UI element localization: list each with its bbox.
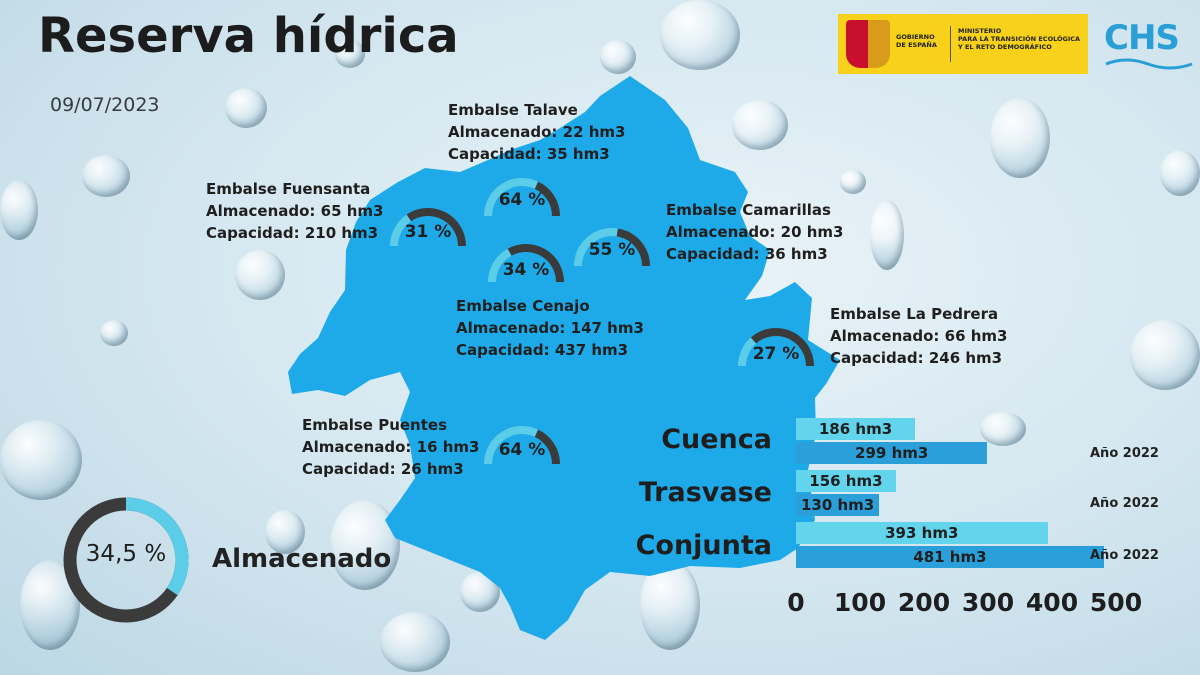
reservoir-la-pedrera: Embalse La Pedrera Almacenado: 66 hm3 Ca… — [830, 303, 1007, 369]
year-label: Año 2022 — [1090, 446, 1159, 461]
gauge-percent: 64 % — [498, 190, 546, 210]
logo-divider — [950, 26, 951, 62]
reservoir-talave: Embalse Talave Almacenado: 22 hm3 Capaci… — [448, 99, 625, 165]
reservoir-stored: Almacenado: 22 hm3 — [448, 123, 626, 141]
chs-wave-icon — [1105, 58, 1193, 70]
total-ring-gauge — [63, 497, 189, 623]
reservoir-stored: Almacenado: 147 hm3 — [456, 319, 644, 337]
gauge-percent: 64 % — [498, 440, 546, 460]
x-tick-label: 200 — [897, 588, 951, 617]
reservoir-capacity: Capacidad: 437 hm3 — [456, 341, 629, 359]
reservoir-puentes: Embalse Puentes Almacenado: 16 hm3 Capac… — [302, 414, 479, 480]
x-tick-label: 500 — [1089, 588, 1143, 617]
year-label: Año 2022 — [1090, 496, 1159, 511]
bar: 186 hm3 — [796, 418, 916, 440]
bar: 393 hm3 — [796, 522, 1048, 544]
basin-map-shape — [288, 76, 840, 640]
gauge-rest-arc — [750, 328, 814, 367]
reservoir-capacity: Capacidad: 35 hm3 — [448, 145, 610, 163]
page-title: Reserva hídrica — [38, 8, 459, 64]
year-label: Año 2022 — [1090, 548, 1159, 563]
gauge-fill-arc — [484, 426, 539, 465]
reservoir-stored: Almacenado: 66 hm3 — [830, 327, 1008, 345]
gauge-rest-arc — [534, 181, 560, 217]
x-tick-label: 0 — [787, 588, 805, 617]
gauge-percent: 34 % — [502, 260, 550, 280]
reservoir-capacity: Capacidad: 246 hm3 — [830, 349, 1003, 367]
x-tick-label: 100 — [833, 588, 887, 617]
bar: 156 hm3 — [796, 470, 896, 492]
reservoir-capacity: Capacidad: 26 hm3 — [302, 460, 464, 478]
total-label: Almacenado — [212, 544, 392, 574]
reservoir-fuensanta: Embalse Fuensanta Almacenado: 65 hm3 Cap… — [206, 178, 383, 244]
gauge-arc — [574, 228, 650, 267]
reservoir-stored: Almacenado: 65 hm3 — [206, 202, 384, 220]
chs-logo: CHS — [1104, 18, 1180, 58]
category-label: Conjunta — [635, 530, 772, 561]
category-label: Trasvase — [638, 477, 772, 508]
gauge-arc — [390, 208, 466, 247]
gauge-percent: 31 % — [404, 222, 452, 242]
reservoir-name: Embalse Fuensanta — [206, 180, 371, 198]
total-percent: 34,5 % — [85, 541, 167, 567]
reservoir-name: Embalse La Pedrera — [830, 305, 999, 323]
gauge-arc — [738, 328, 814, 367]
reservoir-stored: Almacenado: 20 hm3 — [666, 223, 844, 241]
reservoir-cenajo: Embalse Cenajo Almacenado: 147 hm3 Capac… — [456, 295, 644, 361]
gauge-arc — [484, 426, 560, 465]
gauge-rest-arc — [616, 228, 650, 267]
gauge-rest-arc — [406, 208, 466, 247]
gauge-rest-arc — [507, 244, 564, 283]
gobierno-text: GOBIERNO DE ESPAÑA — [896, 33, 937, 49]
report-date: 09/07/2023 — [50, 94, 160, 116]
gobierno-logo: GOBIERNO DE ESPAÑA MINISTERIO PARA LA TR… — [838, 14, 1088, 74]
gauge-rest-arc — [534, 429, 560, 465]
ministerio-line-1: MINISTERIO — [958, 27, 1002, 35]
gauge-percent: 27 % — [752, 344, 800, 364]
bar: 130 hm3 — [796, 494, 880, 516]
reservoir-capacity: Capacidad: 210 hm3 — [206, 224, 379, 242]
coat-of-arms-icon — [846, 20, 890, 68]
gauge-arc — [484, 178, 560, 217]
reservoir-name: Embalse Talave — [448, 101, 578, 119]
gauge-arc — [488, 244, 564, 283]
x-tick-label: 300 — [961, 588, 1015, 617]
x-tick-label: 400 — [1025, 588, 1079, 617]
ministerio-line-3: Y EL RETO DEMOGRÁFICO — [958, 43, 1052, 51]
reservoir-name: Embalse Camarillas — [666, 201, 831, 219]
reservoir-name: Embalse Puentes — [302, 416, 447, 434]
reservoir-capacity: Capacidad: 36 hm3 — [666, 245, 828, 263]
reservoir-name: Embalse Cenajo — [456, 297, 590, 315]
bar: 481 hm3 — [796, 546, 1104, 568]
reservoir-camarillas: Embalse Camarillas Almacenado: 20 hm3 Ca… — [666, 199, 843, 265]
gauge-fill-arc — [484, 178, 539, 217]
gauge-percent: 55 % — [588, 240, 636, 260]
bar: 299 hm3 — [796, 442, 988, 464]
gauge-fill-arc — [488, 248, 512, 283]
gauge-fill-arc — [574, 228, 618, 267]
gauge-fill-arc — [738, 337, 757, 367]
total-ring-fill — [63, 497, 189, 623]
ministerio-line-2: PARA LA TRANSICIÓN ECOLÓGICA — [958, 35, 1081, 43]
reservoir-stored: Almacenado: 16 hm3 — [302, 438, 480, 456]
gauge-fill-arc — [390, 214, 412, 247]
category-label: Cuenca — [661, 424, 772, 455]
